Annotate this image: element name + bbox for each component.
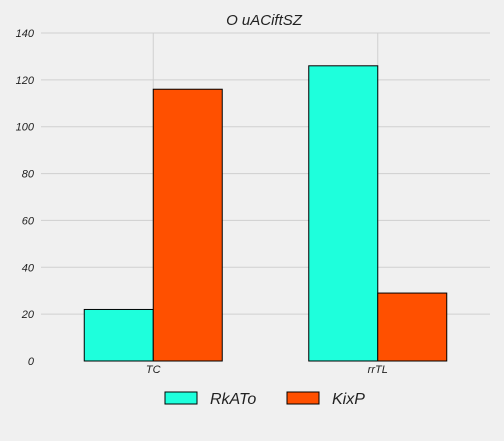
bar-RkATo-rrTL — [308, 65, 379, 362]
y-axis-ticks: 0 20 40 60 80 100 120 140 — [16, 28, 35, 368]
legend-label: RkATo — [210, 391, 256, 408]
bar-KixP-TC — [152, 88, 223, 362]
y-tick-label: 100 — [16, 122, 35, 134]
x-tick-label: rrTL — [368, 364, 388, 376]
bar-RkATo-TC — [83, 308, 154, 362]
x-tick-label: TC — [146, 364, 161, 376]
y-tick-label: 40 — [22, 262, 35, 274]
legend-swatch-KixP — [286, 391, 320, 405]
y-tick-label: 120 — [16, 75, 35, 87]
y-tick-label: 0 — [28, 356, 35, 368]
bars — [83, 65, 448, 362]
bar-KixP-rrTL — [377, 292, 448, 362]
legend-swatch-RkATo — [164, 391, 198, 405]
x-axis-ticks: TC rrTL — [146, 364, 388, 376]
y-tick-label: 60 — [22, 215, 35, 227]
y-tick-label: 80 — [22, 169, 35, 181]
legend-label: KixP — [332, 391, 365, 408]
chart-title: O uACiftSZ — [226, 12, 303, 29]
y-tick-label: 20 — [21, 309, 35, 321]
legend: RkATo KixP — [164, 391, 365, 408]
y-tick-label: 140 — [16, 28, 35, 40]
